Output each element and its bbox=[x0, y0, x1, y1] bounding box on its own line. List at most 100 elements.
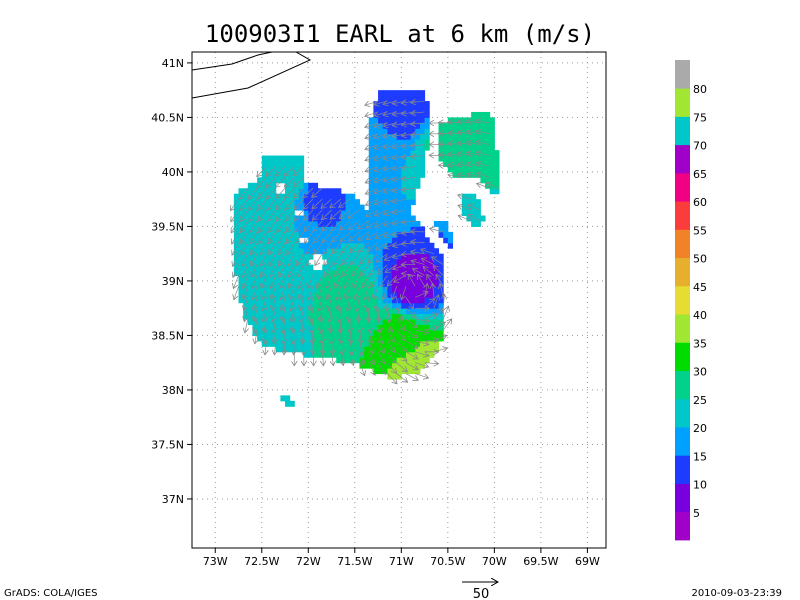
colorbar-label: 75 bbox=[693, 111, 707, 124]
field-cell bbox=[401, 90, 407, 97]
field-cell bbox=[247, 253, 253, 260]
field-cell bbox=[485, 171, 491, 178]
field-cell bbox=[396, 150, 402, 157]
field-cell bbox=[247, 210, 253, 217]
field-cell bbox=[489, 133, 495, 140]
field-cell bbox=[322, 231, 328, 238]
field-cell bbox=[317, 324, 323, 331]
wind-vector bbox=[295, 231, 304, 243]
field-cell bbox=[396, 368, 402, 375]
field-cell bbox=[266, 177, 272, 184]
field-cell bbox=[471, 171, 477, 178]
field-cell bbox=[405, 204, 412, 211]
field-cell bbox=[419, 111, 426, 118]
field-cell bbox=[364, 275, 370, 282]
field-cell bbox=[429, 308, 435, 315]
field-cell bbox=[419, 117, 426, 124]
field-cell bbox=[285, 324, 291, 331]
field-cell bbox=[294, 177, 300, 184]
field-cell bbox=[489, 188, 495, 195]
field-cell bbox=[382, 264, 388, 271]
field-cell bbox=[378, 286, 384, 293]
field-cell bbox=[392, 319, 398, 326]
colorbar-label: 30 bbox=[693, 366, 707, 379]
field-cell bbox=[457, 166, 463, 173]
field-cell bbox=[280, 215, 286, 222]
field-cell bbox=[415, 155, 421, 162]
wind-vector bbox=[276, 188, 286, 198]
wind-vector bbox=[411, 123, 425, 124]
field-cell bbox=[405, 340, 412, 347]
field-cell bbox=[419, 357, 426, 364]
field-cell bbox=[285, 346, 291, 353]
field-cell bbox=[461, 210, 467, 217]
field-cell bbox=[415, 231, 421, 238]
field-cell bbox=[252, 253, 258, 260]
field-cell bbox=[378, 90, 384, 97]
field-cell bbox=[387, 101, 393, 108]
field-cell bbox=[485, 155, 491, 162]
field-cell bbox=[382, 329, 388, 336]
field-cell bbox=[257, 177, 263, 184]
field-cell bbox=[396, 133, 402, 140]
field-cell bbox=[331, 335, 337, 342]
wind-vector bbox=[234, 286, 239, 299]
field-cell bbox=[294, 291, 300, 298]
field-cell bbox=[392, 324, 398, 331]
field-cell bbox=[396, 155, 402, 162]
field-cell bbox=[489, 177, 495, 184]
field-cell bbox=[303, 313, 309, 320]
field-cell bbox=[345, 335, 351, 342]
field-cell bbox=[475, 220, 481, 227]
wind-vector bbox=[424, 327, 439, 330]
field-cell bbox=[387, 182, 393, 189]
field-cell bbox=[359, 275, 365, 282]
field-cell bbox=[340, 275, 347, 282]
field-cell bbox=[345, 248, 351, 255]
field-cell bbox=[396, 161, 402, 167]
field-cell bbox=[378, 291, 384, 298]
field-cell bbox=[424, 335, 430, 342]
field-cell bbox=[452, 144, 458, 151]
field-cell bbox=[368, 313, 374, 320]
field-cell bbox=[419, 242, 426, 249]
field-cell bbox=[350, 302, 356, 309]
footer-right: 2010-09-03-23:39 bbox=[691, 588, 782, 599]
field-cell bbox=[410, 264, 416, 271]
field-cell bbox=[266, 199, 272, 206]
wind-vector bbox=[294, 188, 304, 198]
field-cell bbox=[461, 171, 467, 178]
field-cell bbox=[354, 226, 360, 233]
field-cell bbox=[322, 188, 328, 195]
field-cell bbox=[308, 248, 314, 255]
field-cell bbox=[392, 193, 398, 200]
wind-vector bbox=[369, 264, 379, 276]
field-cell bbox=[378, 144, 384, 151]
field-cell bbox=[415, 106, 421, 113]
wind-vector bbox=[322, 231, 332, 243]
field-cell bbox=[373, 313, 379, 320]
field-cell bbox=[392, 226, 398, 233]
field-cell bbox=[382, 193, 388, 200]
field-cell bbox=[419, 264, 426, 271]
field-cell bbox=[308, 346, 314, 353]
field-cell bbox=[275, 210, 281, 217]
wind-vector bbox=[396, 351, 407, 362]
field-cell bbox=[480, 155, 486, 162]
field-cell bbox=[485, 117, 491, 124]
field-cell bbox=[419, 101, 426, 108]
field-cell bbox=[419, 346, 426, 353]
field-cell bbox=[303, 253, 309, 260]
field-cell bbox=[405, 139, 412, 146]
wind-vector bbox=[257, 177, 267, 187]
field-cell bbox=[392, 270, 398, 276]
field-cell bbox=[271, 188, 277, 195]
field-cell bbox=[266, 226, 272, 233]
field-cell bbox=[433, 248, 440, 255]
field-cell bbox=[266, 308, 272, 315]
field-cell bbox=[387, 150, 393, 157]
field-cell bbox=[238, 291, 244, 298]
field-cell bbox=[368, 324, 374, 331]
field-cell bbox=[452, 150, 458, 157]
field-cell bbox=[373, 302, 379, 309]
